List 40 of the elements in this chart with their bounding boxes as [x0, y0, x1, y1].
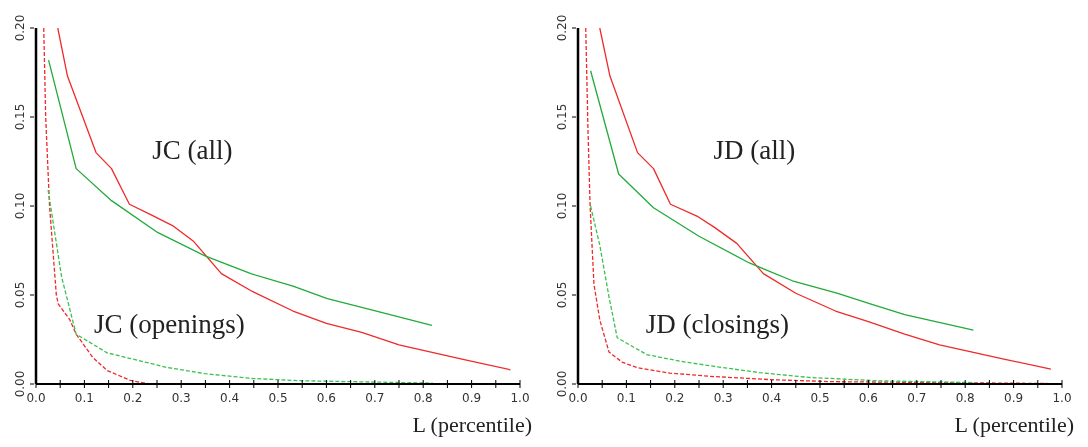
y-tick-label: 0.05: [13, 281, 27, 309]
x-tick-label: 0.9: [462, 391, 482, 405]
y-tick-label: 0.10: [13, 192, 27, 220]
y-tick-label: 0.15: [555, 103, 569, 131]
line-series: [47, 189, 434, 384]
x-tick-label: 0.2: [665, 391, 685, 405]
x-tick-label: 0.5: [810, 391, 830, 405]
x-tick-label: 0.4: [220, 391, 240, 405]
annotation: JC (openings): [94, 308, 245, 340]
x-tick-label: 1.0: [1052, 391, 1072, 405]
y-tick-label: 0.20: [13, 14, 27, 42]
x-tick-label: 0.7: [907, 391, 927, 405]
x-axis-title: L (percentile): [412, 412, 532, 437]
x-tick-label: 0.6: [316, 391, 336, 405]
y-tick-label: 0.05: [555, 281, 569, 309]
annotation: JC (all): [152, 134, 233, 167]
x-tick-label: 0.3: [713, 391, 733, 405]
x-tick-label: 0.8: [413, 391, 433, 405]
x-tick-label: 0.7: [365, 391, 385, 405]
x-tick-label: 0.1: [74, 391, 94, 405]
x-tick-label: 0.2: [123, 391, 143, 405]
x-tick-label: 0.3: [171, 391, 191, 405]
x-tick-label: 0.5: [268, 391, 288, 405]
annotation: JD (all): [713, 134, 796, 167]
y-tick-label: 0.00: [555, 370, 569, 398]
x-tick-label: 0.1: [616, 391, 636, 405]
x-axis-title: L (percentile): [954, 412, 1074, 437]
x-tick-label: 0.6: [858, 391, 878, 405]
x-tick-label: 0.0: [568, 391, 588, 405]
y-tick-label: 0.00: [13, 370, 27, 398]
x-tick-label: 0.0: [26, 391, 46, 405]
x-tick-label: 1.0: [510, 391, 530, 405]
y-tick-label: 0.20: [555, 14, 569, 42]
line-series: [589, 205, 976, 384]
annotation: JD (closings): [645, 308, 789, 340]
x-tick-label: 0.4: [762, 391, 782, 405]
x-tick-label: 0.9: [1004, 391, 1024, 405]
y-tick-label: 0.10: [555, 192, 569, 220]
x-tick-label: 0.8: [955, 391, 975, 405]
y-tick-label: 0.15: [13, 103, 27, 131]
